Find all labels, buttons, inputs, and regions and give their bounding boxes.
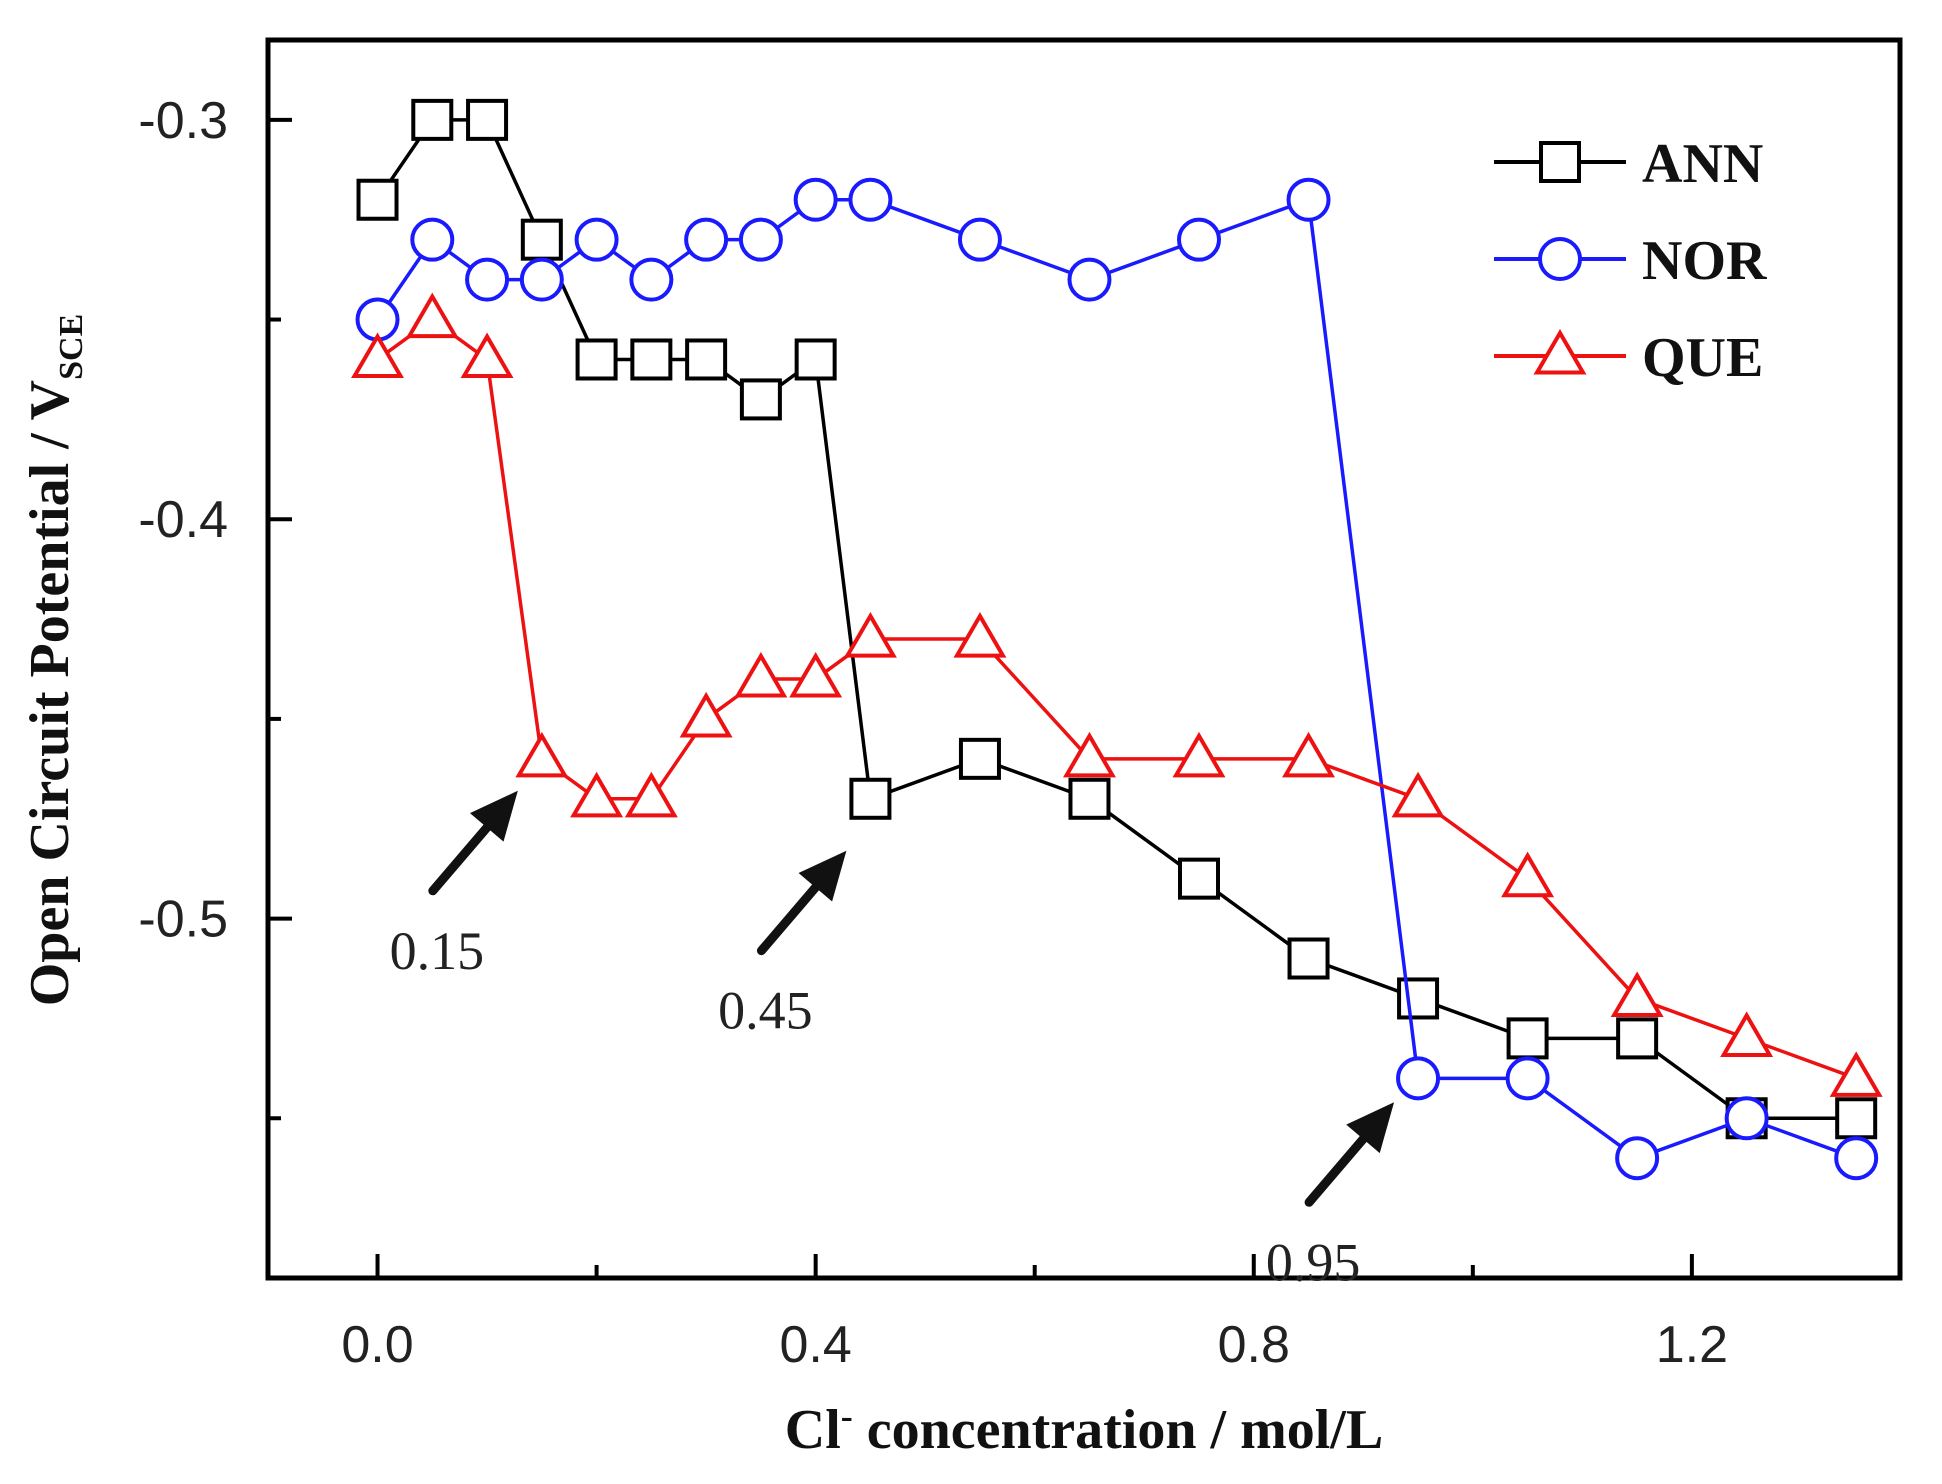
- data-point-nor: [574, 217, 619, 262]
- x-tick-label: 0.0: [341, 1316, 413, 1374]
- data-point-ann: [739, 378, 782, 421]
- series-nor: [355, 177, 1879, 1181]
- x-tick-label: 1.2: [1656, 1316, 1728, 1374]
- data-point-nor: [629, 257, 674, 302]
- annotation-arrow-head: [469, 790, 518, 842]
- data-point-ann: [1616, 1017, 1659, 1060]
- data-point-ann: [1506, 1017, 1549, 1060]
- data-point-nor: [684, 217, 729, 262]
- data-point-que: [1501, 851, 1555, 898]
- data-point-que: [843, 612, 897, 658]
- data-point-nor: [1177, 217, 1222, 262]
- data-point-que: [570, 771, 624, 818]
- annotation-0.45: 0.45: [718, 850, 847, 1041]
- y-axis: -0.3 -0.4 -0.5: [138, 92, 292, 1121]
- annotation-label: 0.95: [1266, 1232, 1361, 1292]
- x-tick-label: 0.8: [1218, 1316, 1290, 1374]
- data-point-nor: [1286, 177, 1331, 222]
- data-point-nor: [848, 177, 893, 222]
- data-point-nor: [410, 217, 455, 262]
- data-point-que: [679, 691, 733, 738]
- data-point-que: [789, 651, 843, 698]
- x-axis-title: Cl- concentration / mol/L: [785, 1396, 1383, 1461]
- series-layer: [351, 98, 1883, 1181]
- annotation-arrow-head: [1346, 1102, 1395, 1154]
- annotation-label: 0.45: [718, 981, 813, 1041]
- series-line-que: [376, 317, 1857, 1080]
- annotation-arrow-head: [798, 850, 847, 902]
- data-point-ann: [849, 777, 892, 820]
- data-point-ann: [356, 178, 399, 221]
- data-point-que: [624, 771, 678, 818]
- y-tick-label: -0.4: [138, 491, 228, 549]
- legend-marker-nor: [1538, 237, 1582, 281]
- data-point-nor: [465, 257, 510, 302]
- data-point-ann: [1068, 777, 1111, 820]
- data-point-que: [734, 651, 788, 698]
- legend-label: ANN: [1642, 133, 1763, 195]
- series-que: [351, 292, 1883, 1097]
- annotation-0.15: 0.15: [390, 790, 518, 981]
- data-point-que: [1063, 731, 1116, 778]
- data-point-ann: [630, 338, 673, 381]
- legend-entry-ann: ANN: [1494, 133, 1763, 195]
- data-point-ann: [520, 218, 563, 261]
- data-point-nor: [738, 217, 783, 262]
- data-point-que: [1172, 731, 1226, 778]
- legend-marker-que: [1533, 329, 1587, 375]
- data-point-que: [351, 332, 405, 379]
- annotations: 0.15 0.45 0.95: [390, 790, 1395, 1292]
- data-point-ann: [411, 98, 454, 141]
- legend: ANN NOR QUE: [1494, 133, 1767, 389]
- legend-entry-que: QUE: [1494, 327, 1763, 389]
- legend-marker-ann: [1539, 141, 1581, 183]
- legend-label: NOR: [1642, 230, 1767, 292]
- data-point-nor: [1834, 1136, 1879, 1181]
- data-point-que: [1720, 1011, 1774, 1057]
- legend-label: QUE: [1642, 327, 1763, 389]
- data-point-ann: [575, 338, 618, 381]
- legend-entry-nor: NOR: [1494, 230, 1767, 292]
- data-point-nor: [1067, 257, 1112, 302]
- data-point-nor: [519, 257, 564, 302]
- annotation-0.95: 0.95: [1266, 1102, 1395, 1292]
- y-tick-label: -0.3: [138, 92, 228, 150]
- data-point-ann: [685, 338, 728, 381]
- data-point-ann: [1835, 1097, 1878, 1140]
- data-point-que: [515, 731, 569, 778]
- data-point-nor: [957, 217, 1002, 262]
- data-point-que: [1282, 731, 1336, 778]
- data-point-que: [1829, 1051, 1883, 1097]
- data-point-ann: [1178, 857, 1221, 900]
- data-point-nor: [1505, 1056, 1550, 1101]
- data-point-que: [460, 332, 514, 379]
- data-point-que: [1610, 971, 1664, 1018]
- data-point-que: [405, 292, 459, 339]
- x-tick-label: 0.4: [780, 1316, 852, 1374]
- data-point-ann: [1287, 937, 1330, 980]
- x-axis: 0.0 0.4 0.8 1.2: [341, 1254, 1728, 1374]
- data-point-ann: [466, 98, 509, 141]
- data-point-que: [1391, 771, 1445, 818]
- y-axis-title: Open Circuit Potential / VSCE: [19, 314, 90, 1007]
- data-point-que: [953, 612, 1007, 658]
- data-point-nor: [793, 177, 838, 222]
- y-tick-label: -0.5: [138, 891, 228, 949]
- plot-frame: [265, 37, 1903, 1281]
- data-point-ann: [794, 338, 837, 381]
- series-ann: [356, 98, 1878, 1140]
- annotation-label: 0.15: [390, 921, 485, 981]
- data-point-nor: [1724, 1096, 1769, 1141]
- data-point-nor: [1396, 1056, 1441, 1101]
- data-point-ann: [958, 737, 1001, 780]
- data-point-nor: [1615, 1136, 1660, 1181]
